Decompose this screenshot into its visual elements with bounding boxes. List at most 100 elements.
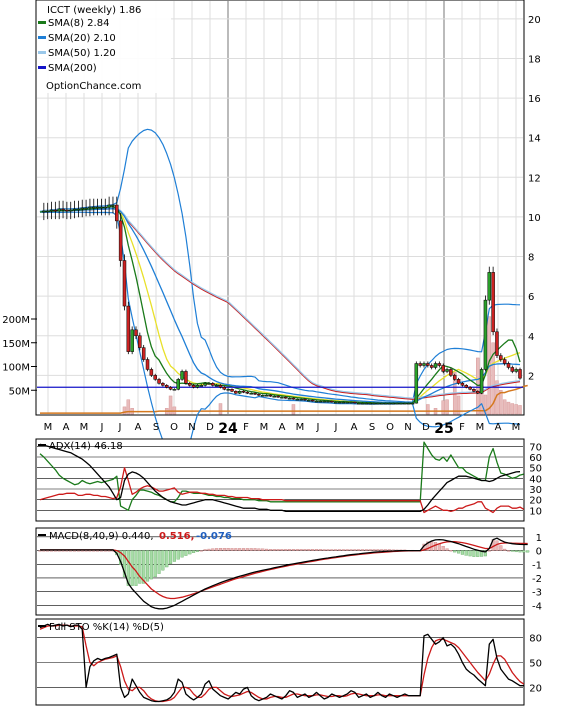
sto-k-line	[39, 623, 524, 703]
macd-histogram-bar	[57, 550, 61, 552]
volume-bar	[426, 404, 430, 415]
price-tick-label: 2	[528, 371, 534, 382]
candle-body	[68, 209, 73, 212]
month-label: 25	[434, 421, 453, 437]
candle-body	[72, 208, 77, 211]
panel-tick-label: -3	[532, 588, 542, 599]
sma8-line	[39, 205, 521, 404]
candle-body	[380, 402, 384, 405]
candle-body	[268, 394, 273, 397]
candle-body	[226, 389, 230, 391]
macd-histogram-bar	[153, 550, 157, 578]
macd-histogram-bar	[207, 548, 211, 551]
panel-tick-label: 50	[529, 464, 542, 475]
candle-body	[222, 387, 227, 390]
candle-body	[141, 347, 146, 360]
macd-histogram-bar	[426, 541, 430, 551]
candle-body	[452, 375, 457, 380]
macd-histogram-bar	[49, 550, 54, 552]
macd-histogram-bar	[464, 550, 468, 556]
volume-bar	[456, 395, 461, 415]
macd-histogram-bar	[211, 548, 215, 551]
macd-histogram-bar	[134, 550, 138, 586]
volume-bar	[445, 399, 449, 415]
candle-body	[118, 220, 123, 261]
macd-histogram-bar	[99, 550, 103, 552]
candle-body	[464, 385, 468, 388]
legend-swatch	[38, 51, 46, 54]
candle-body	[195, 385, 200, 388]
month-axis: M A M J J A S O N D 24 F M A M J J A S O N D 25 F M A M	[44, 421, 521, 437]
macd-histogram-bar	[384, 549, 388, 551]
month-label: A	[135, 422, 142, 433]
macd-histogram-bar	[76, 550, 80, 552]
candle-body	[295, 398, 300, 401]
candle-body	[253, 392, 257, 395]
month-label: J	[334, 422, 338, 433]
candle-body	[57, 208, 61, 212]
macd-histogram-bar	[165, 550, 169, 568]
legend-label: SMA(200)	[48, 63, 97, 74]
month-label: N	[404, 422, 411, 433]
candle-body	[330, 400, 334, 403]
macd-histogram-bar	[284, 549, 288, 551]
candle-body	[284, 396, 288, 399]
candle-body	[291, 397, 296, 400]
sto-d-line	[39, 624, 525, 703]
candle-body	[403, 402, 407, 405]
month-label: J	[100, 422, 104, 433]
candle-body	[337, 401, 342, 404]
macd-histogram-bar	[180, 550, 184, 558]
macd-histogram-bar	[460, 550, 464, 555]
month-label: S	[153, 422, 159, 433]
macd-histogram-bar	[341, 549, 345, 551]
panel-tick-label: 70	[529, 442, 542, 453]
adx-label: ADX(14) 46.18	[49, 441, 123, 452]
macd-histogram-bar	[65, 550, 69, 552]
candle-body	[406, 402, 411, 405]
macd-histogram-bar	[326, 549, 330, 551]
candle-body	[264, 394, 269, 397]
candle-body	[188, 383, 192, 386]
candle-body	[310, 399, 315, 402]
candle-body	[107, 204, 111, 208]
macd-histogram-bar	[364, 549, 368, 551]
macd-histogram-bar	[92, 550, 96, 552]
macd-panel: 1 0 -1 -2 -3 -4 MACD(8,40,9) 0.440, 0.516, -0…	[35, 527, 542, 616]
month-label: A	[495, 422, 502, 433]
candle-body	[383, 402, 388, 405]
volume-bar	[499, 390, 503, 415]
candle-body	[506, 363, 511, 368]
macd-histogram-bar	[238, 548, 242, 551]
candle-body	[237, 390, 242, 394]
panel-tick-label: 20	[529, 683, 542, 694]
month-label: A	[351, 422, 358, 433]
chart-title: ICCT (weekly) 1.86	[47, 5, 141, 16]
macd-histogram-bar	[145, 550, 150, 582]
macd-histogram-bar	[506, 550, 511, 552]
panel-tick-label: 0	[536, 547, 542, 558]
candle-body	[491, 272, 495, 333]
legend-label: SMA(20) 2.10	[48, 33, 116, 44]
candle-body	[207, 383, 211, 385]
macd-histogram-bar	[272, 549, 276, 551]
adx-line	[39, 443, 521, 513]
macd-histogram-bar	[487, 550, 491, 552]
candle-body	[214, 385, 219, 387]
macd-histogram-bar	[518, 550, 522, 553]
month-label: M	[476, 422, 485, 433]
price-tick-label: 10	[528, 213, 541, 224]
price-tick-label: 12	[528, 173, 541, 184]
month-label: O	[170, 422, 178, 433]
panel-tick-label: -1	[532, 560, 542, 571]
candle-body	[483, 299, 488, 370]
macd-histogram-bar	[453, 550, 457, 553]
month-label: F	[243, 422, 249, 433]
macd-histogram-bar	[222, 548, 226, 551]
panel-tick-label: -2	[532, 574, 542, 585]
macd-histogram-bar	[265, 548, 269, 551]
macd-histogram-bar	[295, 549, 299, 551]
candle-body	[303, 398, 307, 401]
macd-histogram-bar	[280, 549, 284, 551]
